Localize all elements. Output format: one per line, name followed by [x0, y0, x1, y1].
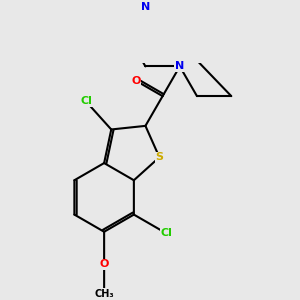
Text: Cl: Cl — [161, 229, 172, 238]
Text: S: S — [155, 152, 164, 162]
Text: CH₃: CH₃ — [94, 289, 114, 298]
Text: O: O — [99, 260, 109, 269]
Text: N: N — [175, 61, 184, 71]
Text: N: N — [141, 2, 150, 12]
Text: O: O — [131, 76, 140, 86]
Text: Cl: Cl — [80, 96, 92, 106]
